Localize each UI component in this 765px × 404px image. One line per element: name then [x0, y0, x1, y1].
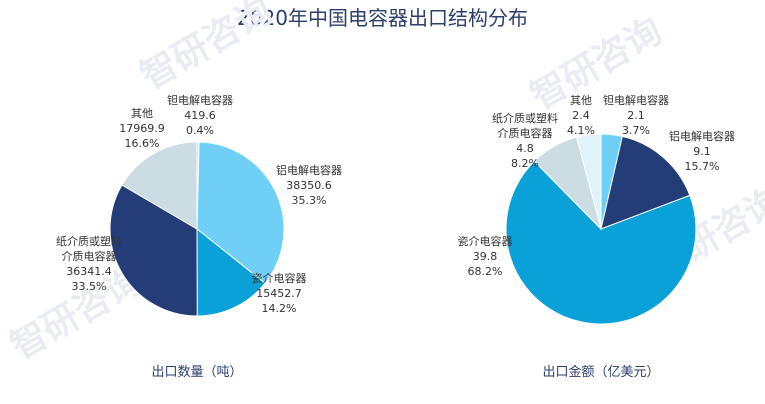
chart-title: 2020年中国电容器出口结构分布 — [237, 6, 528, 30]
slice-label: 其他 17969.9 16.6% — [119, 107, 165, 150]
slice-label: 铝电解电容器 9.1 15.7% — [669, 129, 735, 173]
pie-export-value: 钽电解电容器 2.1 3.7% 铝电解电容器 9.1 15.7% 瓷介电容器 39.8 68.2… — [458, 93, 736, 380]
pie-slice — [121, 141, 198, 230]
slice-label: 其他 2.4 4.1% — [567, 94, 595, 137]
chart-xlabel: 出口数量（吨） — [151, 365, 242, 380]
slice-label: 纸介质或塑料介质电容器 4.8 8.2% — [492, 111, 558, 170]
watermark-text: 智研咨询 — [134, 0, 279, 98]
slice-label: 纸介质或塑料介质电容器 36341.4 33.5% — [56, 234, 122, 293]
pie-slice — [576, 133, 602, 230]
slice-label: 铝电解电容器 38350.6 35.3% — [276, 163, 342, 207]
pie-slice — [196, 141, 285, 284]
pie-export-quantity: 钽电解电容器 419.6 0.4% 铝电解电容器 38350.6 35.3% 瓷介电容器 15… — [56, 93, 342, 380]
slice-label: 瓷介电容器 39.8 68.2% — [458, 234, 513, 278]
slice-label: 瓷介电容器 15452.7 14.2% — [252, 271, 307, 315]
slice-label: 钽电解电容器 419.6 0.4% — [167, 93, 233, 137]
chart-xlabel: 出口金额（亿美元） — [542, 364, 659, 380]
slice-label: 钽电解电容器 2.1 3.7% — [603, 93, 669, 137]
pie-slice — [600, 135, 691, 230]
pie-slice — [196, 227, 266, 317]
pie-slice — [109, 184, 198, 317]
pie-slice — [505, 160, 697, 325]
